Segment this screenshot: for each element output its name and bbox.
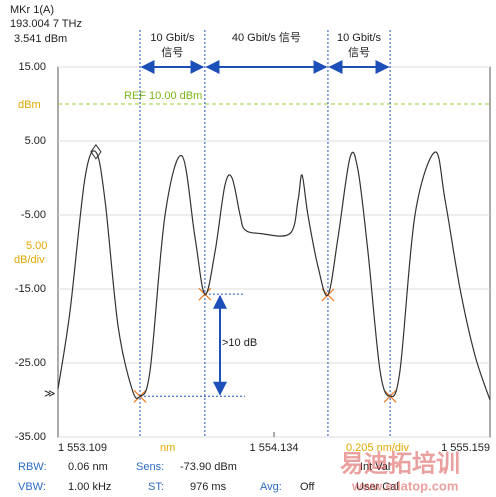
setting-value: 0.06 nm	[68, 461, 108, 473]
setting-value: Int Val	[360, 461, 390, 473]
x-div: 0.205 nm/div	[346, 442, 409, 454]
ref-label: REF 10.00 dBm	[124, 90, 202, 102]
watermark-url: www.edatop.com	[351, 478, 458, 493]
setting-label: RBW:	[18, 461, 47, 473]
setting-label: Sens:	[136, 461, 164, 473]
ref-symbol: ≫	[44, 388, 56, 400]
marker-freq: 193.004 7 THz	[10, 18, 82, 30]
ref-unit: dBm	[18, 99, 41, 111]
y-tick-label: 5.00	[25, 135, 46, 147]
y-tick-label: 15.00	[18, 61, 46, 73]
setting-value: Off	[300, 481, 315, 493]
x-unit: nm	[160, 442, 175, 454]
plot-frame	[57, 66, 491, 438]
y-tick-label: -15.00	[15, 283, 46, 295]
setting-value: -73.90 dBm	[180, 461, 237, 473]
scale-label: 5.00	[26, 240, 47, 252]
y-tick-label: -25.00	[15, 357, 46, 369]
setting-value: User Cal	[356, 481, 399, 493]
setting-value: 976 ms	[190, 481, 227, 493]
watermark: 易迪拓培训	[340, 449, 460, 477]
marker-level: 3.541 dBm	[14, 33, 67, 45]
trace	[57, 150, 491, 401]
y-tick-label: -35.00	[15, 431, 46, 443]
band-label: 信号	[161, 46, 183, 59]
x-tick-label: 1 553.109	[58, 442, 107, 454]
band-label: 40 Gbit/s 信号	[232, 31, 301, 44]
x-tick-label: 1 555.159	[441, 442, 490, 454]
y-tick-label: -5.00	[21, 209, 46, 221]
band-label: 10 Gbit/s	[337, 32, 382, 44]
setting-label: Avg:	[260, 481, 282, 493]
setting-label: VBW:	[18, 481, 46, 493]
scale-unit: dB/div	[14, 254, 45, 266]
marker-title: MKr 1(A)	[10, 4, 54, 16]
setting-label: ST:	[148, 481, 164, 493]
marker-diamond	[90, 143, 102, 160]
diff-label: >10 dB	[222, 337, 257, 349]
x-tick-label: 1 554.134	[250, 442, 299, 454]
setting-value: 1.00 kHz	[68, 481, 111, 493]
band-label: 10 Gbit/s	[150, 32, 195, 44]
band-label: 信号	[348, 46, 370, 59]
